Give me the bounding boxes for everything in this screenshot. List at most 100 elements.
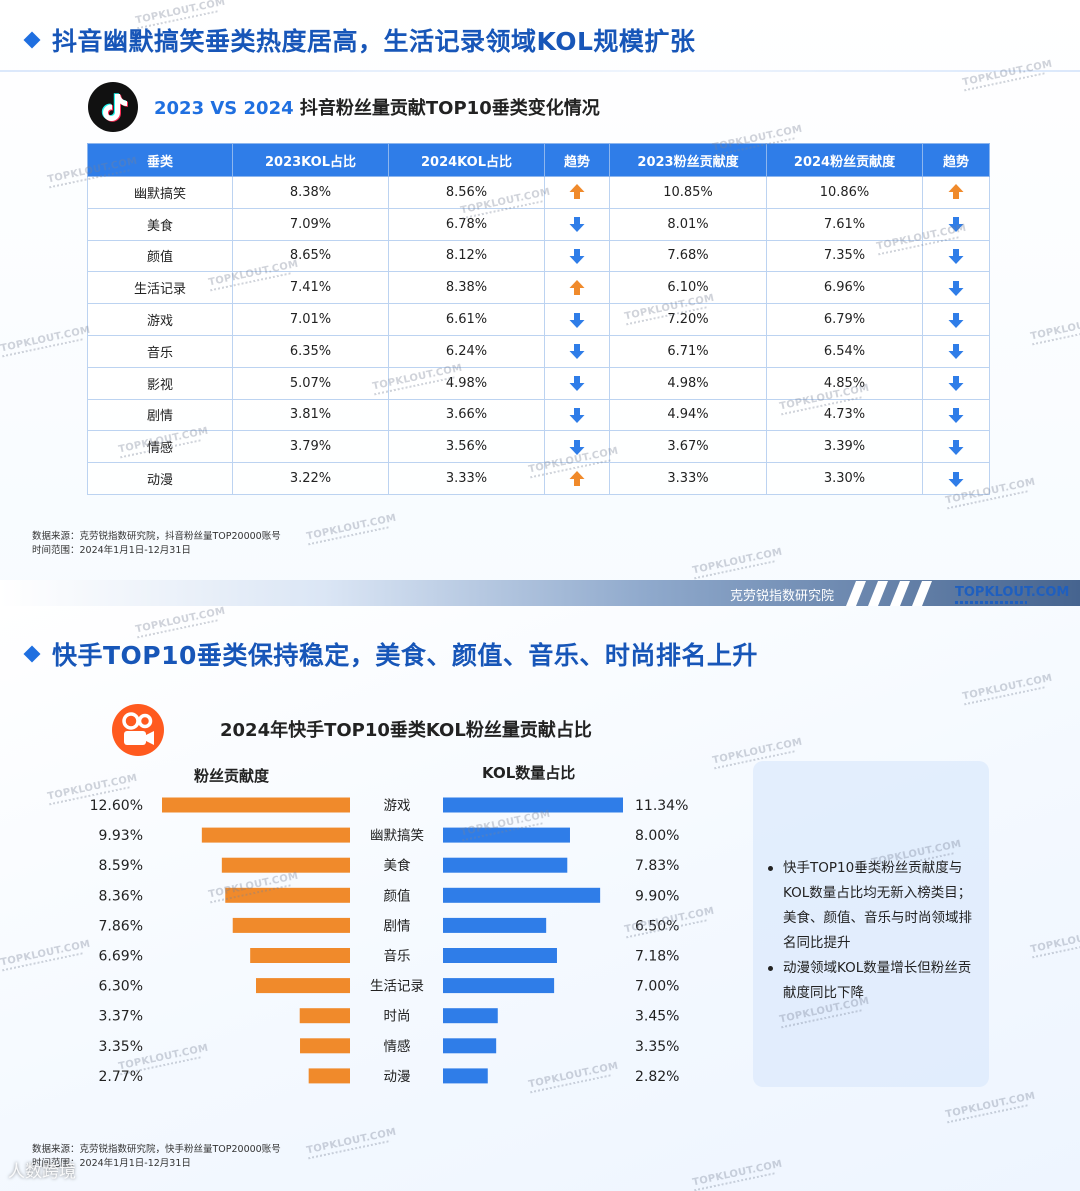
category-label: 游戏 [384, 798, 411, 814]
kuaishou-source-line2: 时间范围：2024年1月1日-12月31日 [32, 1158, 191, 1169]
table-header-row: 垂类 2023KOL占比 2024KOL占比 趋势 2023粉丝贡献度 2024粉丝贡献度… [87, 143, 990, 177]
table-header-cell: 2024KOL占比 [388, 143, 545, 177]
category-label: 颜值 [384, 888, 411, 904]
left-bar [232, 917, 350, 933]
table-cell-cat: 颜值 [87, 239, 233, 273]
douyin-source: 数据来源：克劳锐指数研究院，抖音粉丝量TOP20000账号 时间范围：2024年… [32, 530, 281, 558]
left-bar-label: 8.36% [99, 888, 143, 904]
table-cell-cat: 动漫 [87, 462, 233, 495]
right-bar [443, 887, 601, 903]
category-label: 美食 [384, 857, 411, 874]
category-label: 动漫 [384, 1069, 411, 1085]
table-cell-fan2023: 3.67% [609, 430, 767, 464]
table-cell-fan2024: 4.73% [766, 398, 923, 432]
table-cell-fan2023: 4.94% [609, 398, 767, 432]
table-cell-cat: 剧情 [87, 398, 233, 432]
table-heading-text: 抖音粉丝量贡献TOP10垂类变化情况 [299, 98, 600, 119]
left-bar [201, 827, 350, 843]
trend-down-icon [544, 398, 610, 432]
table-header-cell: 垂类 [87, 143, 233, 177]
table-cell-fan2024: 6.54% [766, 334, 923, 368]
table-cell-cat: 音乐 [87, 334, 233, 368]
table-header-cell: 趋势 [922, 143, 990, 177]
kuaishou-section-title-text: 快手TOP10垂类保持稳定，美食、颜值、音乐、时尚排名上升 [52, 641, 758, 670]
trend-down-icon [922, 239, 990, 273]
table-cell-cat: 影视 [87, 366, 233, 400]
trend-down-icon [922, 303, 990, 336]
table-cell-kol2024: 6.61% [388, 303, 545, 336]
left-bar [250, 948, 350, 963]
right-bar [443, 1068, 488, 1084]
right-bar [443, 917, 547, 933]
left-bar-label: 7.86% [99, 918, 143, 934]
left-bar [256, 978, 350, 994]
table-cell-kol2023: 3.81% [232, 398, 389, 432]
category-label: 幽默搞笑 [370, 828, 424, 844]
table-row: 影视 5.07% 4.98% 4.98% 4.85% [87, 366, 990, 400]
table-cell-kol2024: 3.33% [388, 462, 545, 495]
series-right-header: KOL数量占比 [482, 764, 576, 782]
left-bar-label: 8.59% [99, 858, 143, 874]
right-bar [443, 1038, 497, 1054]
footer-stripes-icon [846, 581, 932, 606]
kuaishou-source: 数据来源：克劳锐指数研究院，快手粉丝量TOP20000账号 时间范围：2024年… [32, 1143, 281, 1171]
right-bar-label: 7.18% [635, 949, 679, 965]
table-row: 幽默搞笑 8.38% 8.56% 10.85% 10.86% [87, 176, 990, 209]
table-cell-kol2023: 8.38% [232, 176, 389, 209]
notes-list: 快手TOP10垂类粉丝贡献度与KOL数量占比均无新入榜类目；美食、颜值、音乐与时… [767, 856, 981, 1006]
right-bar-label: 2.82% [635, 1069, 679, 1085]
left-bar-label: 3.35% [99, 1039, 143, 1055]
table-cell-fan2024: 10.86% [766, 176, 923, 209]
table-heading-years: 2023 VS 2024 [154, 98, 294, 119]
right-bar-label: 9.90% [635, 888, 679, 904]
table-cell-kol2023: 3.79% [232, 430, 389, 464]
table-cell-fan2024: 7.61% [766, 207, 923, 241]
right-bar-label: 7.83% [635, 858, 679, 874]
trend-up-icon [544, 271, 610, 305]
table-cell-kol2023: 5.07% [232, 366, 389, 400]
right-bar [443, 948, 557, 963]
trend-up-icon [922, 176, 990, 209]
chart-title: 2024年快手TOP10垂类KOL粉丝量贡献占比 [220, 720, 592, 741]
left-bar-label: 3.37% [99, 1009, 143, 1025]
series-left-header: 粉丝贡献度 [194, 767, 270, 785]
trend-down-icon [922, 430, 990, 464]
category-label: 音乐 [384, 948, 411, 965]
table-heading: 2023 VS 2024 抖音粉丝量贡献TOP10垂类变化情况 [154, 94, 600, 120]
footer-brand-underline [955, 601, 1027, 604]
table-cell-fan2023: 6.71% [609, 334, 767, 368]
left-bar [162, 797, 350, 813]
right-bar-label: 3.45% [635, 1009, 679, 1025]
left-bar-label: 6.69% [99, 949, 143, 965]
right-bar [443, 857, 568, 873]
douyin-source-line2: 时间范围：2024年1月1日-12月31日 [32, 545, 191, 556]
table-row: 动漫 3.22% 3.33% 3.33% 3.30% [87, 462, 990, 495]
left-bar-label: 9.93% [99, 828, 143, 844]
table-row: 情感 3.79% 3.56% 3.67% 3.39% [87, 430, 990, 464]
trend-down-icon [544, 334, 610, 368]
title-divider [0, 70, 1080, 72]
table-cell-fan2023: 7.68% [609, 239, 767, 273]
table-body: 幽默搞笑 8.38% 8.56% 10.85% 10.86% 美食 7.09% 6.78% 8.… [87, 176, 990, 495]
table-cell-fan2024: 6.96% [766, 271, 923, 305]
notes-card: 快手TOP10垂类粉丝贡献度与KOL数量占比均无新入榜类目；美食、颜值、音乐与时… [753, 761, 989, 1087]
right-bar [443, 797, 623, 813]
category-label: 剧情 [384, 918, 411, 934]
douyin-section-title-text: 抖音幽默搞笑垂类热度居高，生活记录领域KOL规模扩张 [52, 27, 696, 56]
right-bar-label: 3.35% [635, 1039, 679, 1055]
left-bar-label: 6.30% [99, 979, 143, 995]
table-cell-kol2024: 6.24% [388, 334, 545, 368]
corner-watermark: 人数跨境 [8, 1162, 76, 1182]
table-cell-cat: 幽默搞笑 [87, 176, 233, 209]
trend-down-icon [922, 271, 990, 305]
note-item: 快手TOP10垂类粉丝贡献度与KOL数量占比均无新入榜类目；美食、颜值、音乐与时… [767, 856, 981, 956]
right-bar-label: 11.34% [635, 798, 688, 814]
tiktok-logo-icon [88, 82, 138, 132]
table-cell-fan2024: 3.30% [766, 462, 923, 495]
table-header-cell: 趋势 [544, 143, 610, 177]
category-label: 情感 [384, 1038, 411, 1055]
category-label: 生活记录 [370, 979, 424, 995]
trend-down-icon [544, 207, 610, 241]
right-bar [443, 1008, 498, 1024]
table-header-cell: 2023KOL占比 [232, 143, 389, 177]
